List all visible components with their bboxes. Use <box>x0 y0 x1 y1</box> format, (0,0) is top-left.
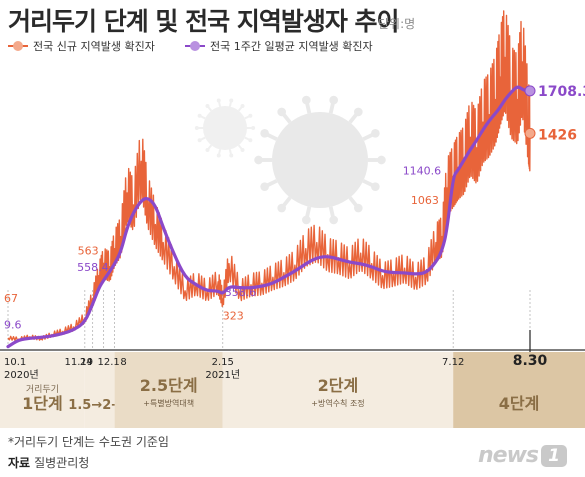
background-decoration <box>194 95 386 225</box>
data-label: 563 <box>78 244 99 257</box>
data-label: 558.4 <box>77 261 109 274</box>
series-line-weekly <box>6 85 532 349</box>
legend-swatch-weekly <box>185 41 205 51</box>
legend-label-daily: 전국 신규 지역발생 확진자 <box>33 40 155 53</box>
x-tick-label: 10.1 <box>4 357 26 368</box>
chart-title: 거리두기 단계 및 전국 지역발생자 추이 <box>8 7 400 36</box>
legend-item-weekly: 전국 1주간 일평균 지역발생 확진자 <box>185 38 373 54</box>
data-label: 1063 <box>411 194 439 207</box>
data-label: 1708.3 <box>538 84 585 100</box>
stage-label: 1단계 <box>22 394 63 413</box>
endpoint-dot <box>524 127 536 139</box>
x-tick-year: 2021년 <box>205 369 240 381</box>
endpoint-dot <box>524 85 536 97</box>
legend-swatch-daily <box>8 41 28 51</box>
annotations: 67 9.6 563 558.4 358.6 323 1140.6 1063 1708.3 142… <box>4 84 585 332</box>
legend-item-daily: 전국 신규 지역발생 확진자 <box>8 38 155 54</box>
source-label: 자료 <box>8 456 31 470</box>
series-lines <box>6 10 532 349</box>
stage-label: 4단계 <box>499 394 540 413</box>
stage-label: 2단계 <box>318 376 359 395</box>
x-tick-label: 24 <box>80 357 93 368</box>
data-label: 358.6 <box>225 286 257 299</box>
x-tick-label: 12.1 <box>97 357 119 368</box>
x-tick-label: 8 <box>120 357 126 368</box>
legend-label-weekly: 전국 1주간 일평균 지역발생 확진자 <box>210 40 373 53</box>
coronavirus-icon <box>254 95 386 225</box>
x-tick-label: 7.12 <box>442 357 464 368</box>
series-line-daily <box>7 10 531 342</box>
stage-sub: +방역수칙 조정 <box>311 398 364 408</box>
data-label: 323 <box>223 309 244 322</box>
coronavirus-icon <box>194 98 256 158</box>
logo-text: news <box>478 443 539 468</box>
data-label: 1140.6 <box>403 164 442 177</box>
data-label: 67 <box>4 292 18 305</box>
data-label: 1426 <box>538 127 577 143</box>
x-tick-label: 8.30 <box>513 353 548 369</box>
stage-band <box>453 352 585 428</box>
news1-logo: news 1 <box>478 443 568 468</box>
source-name: 질병관리청 <box>34 456 90 470</box>
footnote: *거리두기 단계는 수도권 기준임 <box>8 435 169 449</box>
x-tick-year: 2020년 <box>4 369 39 381</box>
stage-band <box>0 352 85 428</box>
stage-sub: +특별방역대책 <box>143 398 194 408</box>
stage-band <box>222 352 454 428</box>
stage-band <box>114 352 223 428</box>
source-line: 자료 질병관리청 <box>8 454 89 471</box>
logo-badge: 1 <box>541 444 568 467</box>
stage-caption: 거리두기 <box>26 384 59 395</box>
x-tick-label: 2.15 <box>212 357 234 368</box>
stage-band <box>84 352 115 428</box>
stage-label: 2.5단계 <box>140 376 198 395</box>
data-label: 9.6 <box>4 319 22 332</box>
unit-label: 단위:명 <box>378 17 416 31</box>
x-tick-label: 11.19 <box>64 357 93 368</box>
